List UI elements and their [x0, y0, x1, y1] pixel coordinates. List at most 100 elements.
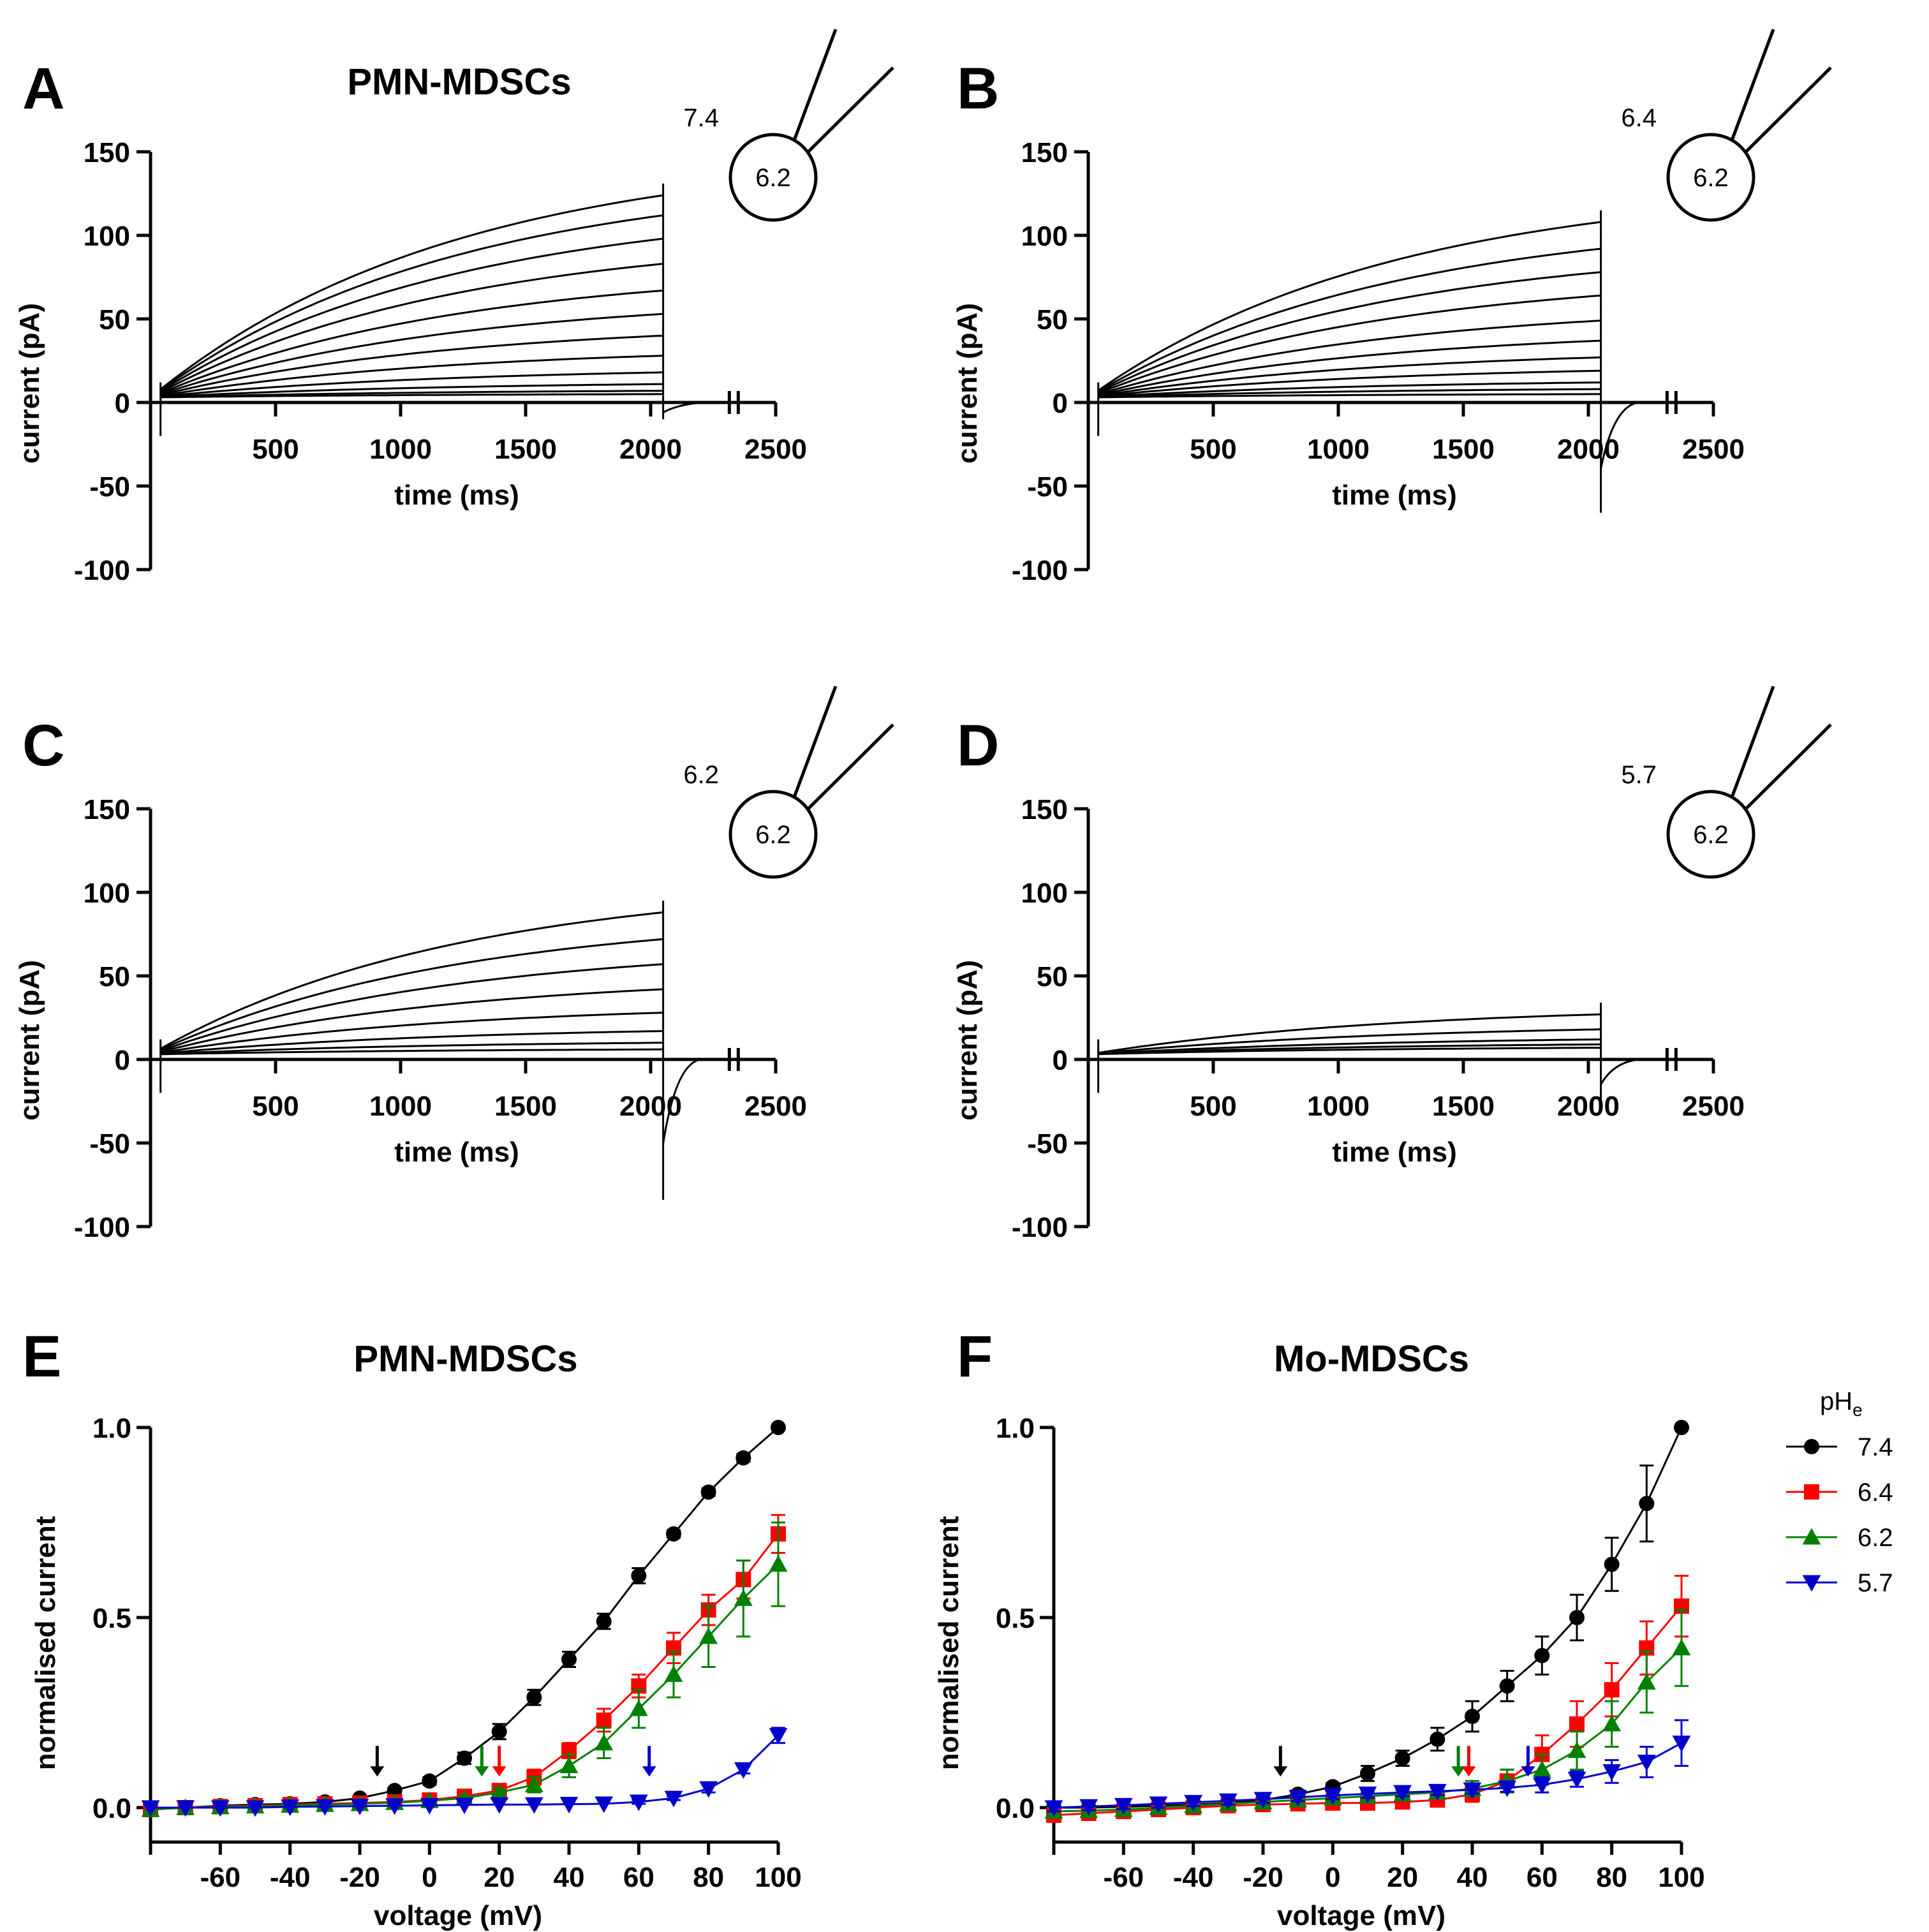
y-tick-label: 100	[1021, 878, 1068, 909]
pipette-ph: 6.2	[1693, 164, 1729, 192]
threshold-arrowhead	[492, 1766, 506, 1777]
x-tick-label: 2500	[744, 1091, 807, 1122]
data-point	[666, 1526, 681, 1542]
y-tick-label: 0.0	[996, 1793, 1035, 1824]
cell-circle	[728, 790, 818, 879]
tail-decay	[662, 1058, 702, 1144]
current-trace	[159, 194, 663, 390]
x-tick-label: 100	[1658, 1862, 1704, 1893]
series-6-4	[1046, 1574, 1689, 1823]
data-point	[1569, 1716, 1585, 1732]
legend-entry-6-4: 6.4	[1786, 1478, 1893, 1507]
legend-marker	[1802, 1575, 1821, 1592]
data-point	[281, 1799, 300, 1817]
panel-title-f: Mo-MDSCs	[1274, 1338, 1469, 1380]
current-trace	[1098, 1047, 1601, 1056]
current-trace	[160, 988, 663, 1053]
y-tick-label: 50	[99, 961, 130, 992]
pipette-wall-left	[1730, 686, 1775, 798]
series-line	[1053, 1605, 1683, 1817]
current-trace	[1098, 393, 1601, 399]
x-tick-label: 2500	[1682, 1091, 1745, 1122]
x-tick-label: 60	[1526, 1862, 1558, 1893]
legend-entry-7-4: 7.4	[1786, 1433, 1893, 1461]
pipette-ph: 6.2	[1693, 821, 1729, 849]
data-point	[1079, 1799, 1098, 1816]
panel-label-c: C	[22, 713, 64, 778]
x-tick-label: 500	[1190, 434, 1236, 465]
current-trace	[1098, 356, 1601, 397]
data-point	[1253, 1792, 1273, 1809]
current-trace	[1097, 247, 1601, 393]
y-tick-label: -100	[1012, 555, 1068, 586]
data-point	[1465, 1708, 1480, 1724]
panel-label-b: B	[957, 56, 999, 121]
x-tick-label: -60	[200, 1862, 241, 1893]
series-line	[150, 1563, 780, 1811]
data-point	[596, 1613, 612, 1629]
current-trace	[160, 334, 663, 396]
data-point	[1430, 1731, 1445, 1747]
y-tick-label: 1.0	[996, 1413, 1035, 1444]
data-point	[1532, 1777, 1551, 1794]
y-tick-label: 150	[1021, 137, 1068, 168]
x-tick-label: 1000	[1307, 1091, 1370, 1122]
data-point	[1499, 1678, 1515, 1694]
series-line	[1054, 1427, 1683, 1809]
data-point	[524, 1775, 543, 1792]
current-trace	[1098, 1043, 1601, 1055]
data-point	[1602, 1714, 1622, 1732]
cell-circle	[1666, 790, 1755, 879]
y-tick-label: 0.0	[92, 1793, 131, 1824]
data-point	[1637, 1754, 1656, 1771]
current-trace	[160, 963, 663, 1052]
cell-circle	[728, 133, 818, 222]
data-point	[524, 1797, 543, 1814]
current-trace	[159, 214, 663, 391]
x-tick-label: 500	[252, 434, 299, 465]
y-tick-label: 0	[1053, 1045, 1068, 1076]
legend-title-subscript: e	[1852, 1400, 1863, 1420]
current-trace	[160, 313, 663, 395]
data-point	[490, 1797, 509, 1814]
current-trace	[160, 290, 663, 394]
data-point	[1639, 1496, 1655, 1512]
legend-label: 7.4	[1858, 1433, 1893, 1461]
x-tick-label: 20	[1387, 1862, 1418, 1893]
data-point	[629, 1794, 648, 1811]
current-trace	[1098, 1013, 1601, 1054]
y-tick-label: 50	[99, 304, 130, 336]
data-point	[1323, 1788, 1342, 1805]
current-trace	[159, 911, 663, 1050]
y-axis-label: normalised current	[933, 1515, 964, 1770]
x-tick-label: 80	[693, 1862, 724, 1893]
x-tick-label: 0	[422, 1862, 437, 1893]
x-tick-label: 2000	[619, 1091, 682, 1122]
data-point	[1114, 1797, 1133, 1815]
x-tick-label: 100	[755, 1862, 801, 1893]
x-tick-label: 2000	[1557, 1091, 1620, 1122]
data-point	[1532, 1760, 1551, 1777]
data-point	[734, 1762, 753, 1779]
legend-label: 6.4	[1858, 1478, 1893, 1507]
data-point	[1569, 1610, 1585, 1625]
data-point	[769, 1728, 788, 1745]
x-tick-label: 1000	[369, 434, 432, 465]
legend-entry-5-7: 5.7	[1786, 1569, 1893, 1597]
tail-decay	[1600, 1058, 1639, 1086]
series-line	[150, 1533, 780, 1811]
data-point	[596, 1712, 612, 1728]
legend-title-main: pH	[1820, 1387, 1852, 1415]
data-point	[734, 1589, 753, 1606]
panel-e: E PMN-MDSCs 1.0 0.5 0.0 -60 -40 -20 0 20 40 60 80 100…	[22, 1324, 802, 1931]
current-trace	[159, 237, 663, 392]
y-tick-label: 0	[1053, 388, 1068, 419]
x-axis-label: time (ms)	[1332, 1137, 1457, 1168]
threshold-arrowhead	[370, 1766, 385, 1777]
y-tick-label: -100	[74, 1212, 130, 1243]
current-trace	[160, 355, 663, 397]
data-point	[1358, 1787, 1377, 1803]
data-point	[559, 1757, 579, 1773]
y-tick-label: 1.0	[92, 1413, 131, 1444]
